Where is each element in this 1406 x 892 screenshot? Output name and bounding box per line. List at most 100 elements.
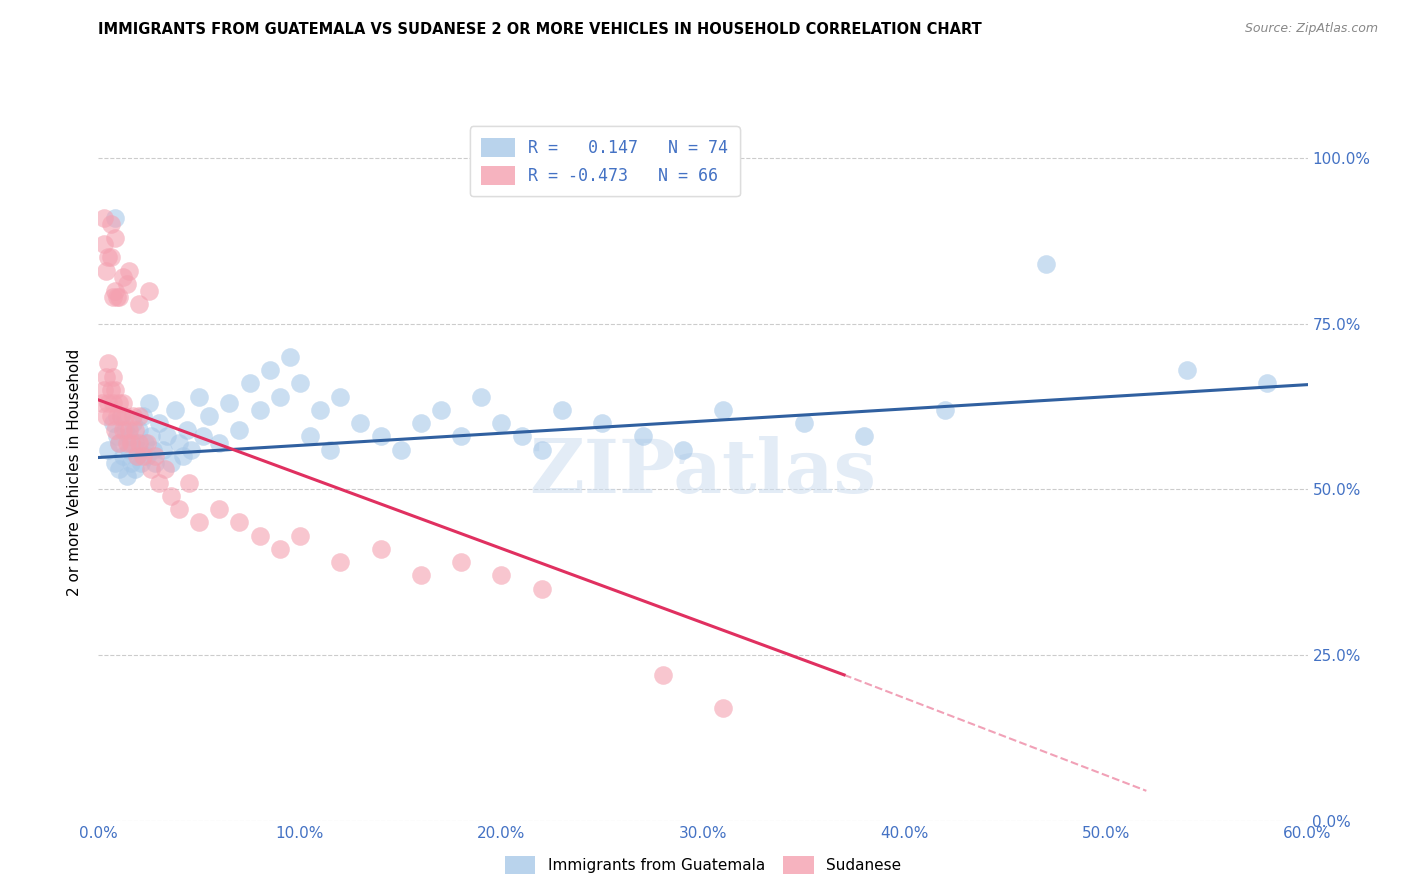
Point — [93, 383, 115, 397]
Point — [153, 462, 176, 476]
Point — [114, 409, 136, 424]
Point — [672, 442, 695, 457]
Point — [269, 541, 291, 556]
Point — [107, 436, 129, 450]
Point — [100, 251, 122, 265]
Point — [370, 429, 392, 443]
Point — [120, 456, 142, 470]
Point — [139, 429, 162, 443]
Point — [100, 409, 122, 424]
Point — [278, 350, 301, 364]
Point — [651, 668, 673, 682]
Point — [239, 376, 262, 391]
Point — [128, 423, 150, 437]
Point — [93, 237, 115, 252]
Point — [409, 568, 432, 582]
Point — [491, 416, 513, 430]
Point — [793, 416, 815, 430]
Point — [115, 436, 138, 450]
Point — [143, 456, 166, 470]
Point — [167, 436, 190, 450]
Point — [132, 449, 155, 463]
Point — [128, 436, 150, 450]
Point — [111, 449, 134, 463]
Point — [259, 363, 281, 377]
Point — [111, 270, 134, 285]
Point — [711, 402, 734, 417]
Point — [188, 516, 211, 530]
Point — [118, 423, 141, 437]
Point — [179, 475, 201, 490]
Point — [97, 356, 120, 370]
Point — [107, 436, 129, 450]
Point — [134, 436, 156, 450]
Point — [118, 429, 141, 443]
Point — [101, 416, 124, 430]
Point — [319, 442, 342, 457]
Point — [121, 416, 143, 430]
Point — [228, 516, 250, 530]
Point — [110, 409, 132, 424]
Y-axis label: 2 or more Vehicles in Household: 2 or more Vehicles in Household — [67, 349, 83, 597]
Point — [128, 442, 150, 457]
Point — [299, 429, 322, 443]
Point — [349, 416, 371, 430]
Point — [105, 409, 128, 424]
Point — [139, 462, 162, 476]
Point — [128, 297, 150, 311]
Point — [148, 475, 170, 490]
Text: Source: ZipAtlas.com: Source: ZipAtlas.com — [1244, 22, 1378, 36]
Point — [114, 423, 136, 437]
Point — [167, 502, 190, 516]
Legend: Immigrants from Guatemala, Sudanese: Immigrants from Guatemala, Sudanese — [499, 850, 907, 880]
Point — [105, 290, 128, 304]
Point — [103, 456, 125, 470]
Point — [193, 429, 215, 443]
Point — [853, 429, 876, 443]
Point — [93, 211, 115, 225]
Point — [107, 290, 129, 304]
Point — [107, 396, 129, 410]
Point — [124, 462, 146, 476]
Point — [128, 409, 150, 424]
Point — [135, 436, 157, 450]
Point — [125, 449, 148, 463]
Point — [101, 396, 124, 410]
Point — [96, 369, 118, 384]
Point — [101, 290, 124, 304]
Point — [1256, 376, 1278, 391]
Point — [142, 442, 165, 457]
Point — [121, 409, 143, 424]
Point — [551, 402, 574, 417]
Point — [120, 436, 142, 450]
Point — [430, 402, 453, 417]
Point — [100, 217, 122, 231]
Point — [156, 429, 179, 443]
Point — [530, 442, 553, 457]
Point — [450, 429, 472, 443]
Point — [631, 429, 654, 443]
Point — [591, 416, 613, 430]
Point — [249, 402, 271, 417]
Point — [934, 402, 956, 417]
Point — [115, 277, 138, 291]
Point — [370, 541, 392, 556]
Point — [470, 390, 492, 404]
Point — [409, 416, 432, 430]
Point — [101, 369, 124, 384]
Point — [111, 396, 134, 410]
Point — [124, 436, 146, 450]
Point — [172, 449, 194, 463]
Point — [97, 442, 120, 457]
Point — [124, 423, 146, 437]
Point — [163, 402, 186, 417]
Point — [249, 529, 271, 543]
Legend: R =   0.147   N = 74, R = -0.473   N = 66: R = 0.147 N = 74, R = -0.473 N = 66 — [470, 127, 740, 196]
Point — [105, 429, 128, 443]
Point — [118, 442, 141, 457]
Point — [198, 409, 221, 424]
Point — [152, 442, 174, 457]
Text: IMMIGRANTS FROM GUATEMALA VS SUDANESE 2 OR MORE VEHICLES IN HOUSEHOLD CORRELATIO: IMMIGRANTS FROM GUATEMALA VS SUDANESE 2 … — [98, 22, 983, 37]
Point — [1175, 363, 1198, 377]
Point — [115, 469, 138, 483]
